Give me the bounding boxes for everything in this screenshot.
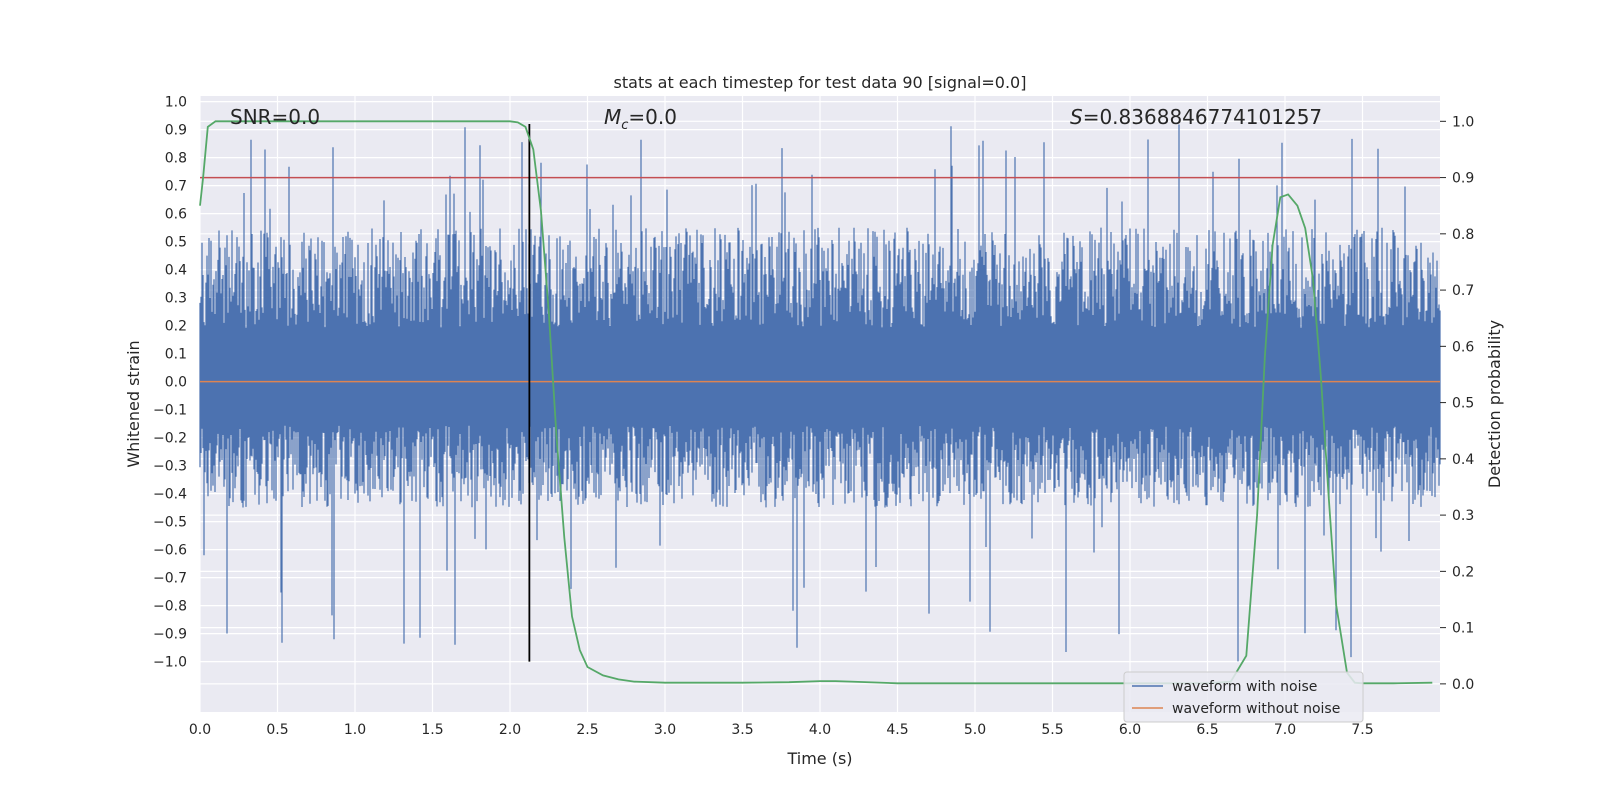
chirp-mass-annotation: Mc=0.0 xyxy=(604,105,677,133)
x-axis-label: Time (s) xyxy=(786,749,852,768)
mc-subscript: c xyxy=(621,118,628,133)
legend: waveform with noise waveform without noi… xyxy=(1123,671,1364,723)
y-tick-label: −0.7 xyxy=(153,571,187,587)
y-axis-label: Whitened strain xyxy=(124,340,143,467)
y-tick-label: 0.0 xyxy=(165,375,187,391)
y-tick-label: −0.6 xyxy=(153,543,187,559)
snr-annotation: SNR=0.0 xyxy=(230,105,320,129)
x-tick-label: 0.5 xyxy=(266,722,288,738)
y-tick-label: −0.2 xyxy=(153,431,187,447)
x-tick-label: 7.0 xyxy=(1274,722,1296,738)
legend-box xyxy=(1123,671,1364,723)
legend-label-noise: waveform with noise xyxy=(1172,679,1317,695)
x-tick-label: 1.5 xyxy=(421,722,443,738)
y2-tick-label: 0.3 xyxy=(1452,508,1474,524)
y-tick-label: −0.3 xyxy=(153,459,187,475)
x-tick-label: 0.0 xyxy=(189,722,211,738)
y2-tick-label: 0.8 xyxy=(1452,227,1474,243)
chart-title: stats at each timestep for test data 90 … xyxy=(614,73,1027,92)
y-tick-label: 0.6 xyxy=(165,207,187,223)
y-tick-label: 0.4 xyxy=(165,263,187,279)
y-tick-label: −0.9 xyxy=(153,627,187,643)
y2-tick-label: 0.9 xyxy=(1452,171,1474,187)
y-tick-label: 0.9 xyxy=(165,123,187,139)
y-tick-label: −1.0 xyxy=(153,655,187,671)
y2-tick-label: 0.6 xyxy=(1452,339,1474,355)
x-tick-label: 2.5 xyxy=(576,722,598,738)
y-tick-label: 0.5 xyxy=(165,235,187,251)
y2-tick-label: 0.4 xyxy=(1452,452,1474,468)
mc-symbol: M xyxy=(604,105,621,129)
x-tick-label: 2.0 xyxy=(499,722,521,738)
x-tick-label: 4.5 xyxy=(886,722,908,738)
y-tick-label: 1.0 xyxy=(165,95,187,111)
noise-waveform-series xyxy=(199,124,1441,662)
s-value: =0.8368846774101257 xyxy=(1083,105,1322,129)
y2-tick-label: 0.2 xyxy=(1452,564,1474,580)
x-tick-label: 6.0 xyxy=(1119,722,1141,738)
y-tick-label: 0.1 xyxy=(165,347,187,363)
x-tick-label: 5.5 xyxy=(1041,722,1063,738)
legend-label-clean: waveform without noise xyxy=(1172,701,1340,717)
x-tick-label: 4.0 xyxy=(809,722,831,738)
y-tick-label: −0.8 xyxy=(153,599,187,615)
detection-probability-line xyxy=(199,120,1433,685)
mc-value: =0.0 xyxy=(628,105,677,129)
y-tick-label: −0.5 xyxy=(153,515,187,531)
score-annotation: S=0.8368846774101257 xyxy=(1070,105,1322,129)
s-symbol: S xyxy=(1070,105,1083,129)
y-tick-labels: 1.0 0.9 0.8 0.7 0.6 0.5 0.4 0.3 0.2 0.1 0.0 −0.1 −0.… xyxy=(153,95,187,671)
x-tick-label: 7.5 xyxy=(1351,722,1373,738)
x-tick-label: 6.5 xyxy=(1196,722,1218,738)
y2-tick-label: 0.0 xyxy=(1452,677,1474,693)
x-tick-label: 3.0 xyxy=(654,722,676,738)
y2-tick-label: 0.5 xyxy=(1452,396,1474,412)
y2-axis-label: Detection probability xyxy=(1485,320,1504,488)
x-tick-label: 5.0 xyxy=(964,722,986,738)
y-tick-label: 0.2 xyxy=(165,319,187,335)
y-tick-label: 0.7 xyxy=(165,179,187,195)
y2-tick-label: 1.0 xyxy=(1452,114,1474,130)
y-tick-label: 0.3 xyxy=(165,291,187,307)
x-tick-labels: 0.0 0.5 1.0 1.5 2.0 2.5 3.0 3.5 4.0 4.5 5.0 5.5 6.0 6… xyxy=(189,722,1374,738)
x-tick-label: 1.0 xyxy=(344,722,366,738)
y-tick-label: −0.1 xyxy=(153,403,187,419)
y-tick-label: 0.8 xyxy=(165,151,187,167)
y2-tick-labels: 1.0 0.9 0.8 0.7 0.6 0.5 0.4 0.3 0.2 0.1 0.0 xyxy=(1440,114,1474,693)
y2-tick-label: 0.7 xyxy=(1452,283,1474,299)
waveform-with-noise-line xyxy=(199,124,1441,662)
y-tick-label: −0.4 xyxy=(153,487,187,503)
x-tick-label: 3.5 xyxy=(731,722,753,738)
y2-tick-label: 0.1 xyxy=(1452,621,1474,637)
